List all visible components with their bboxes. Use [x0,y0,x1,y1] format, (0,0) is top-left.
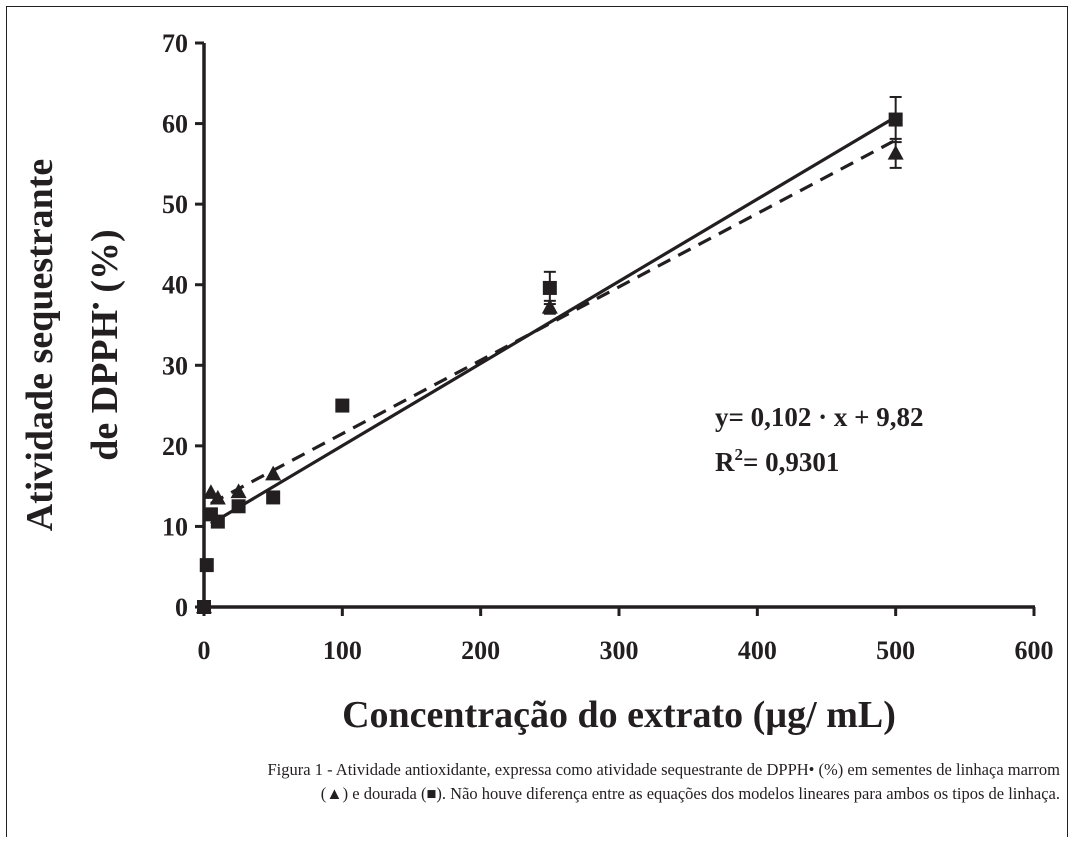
axes [195,41,1036,616]
data-point-triangle [541,298,558,314]
caption-line-2: (▲) e dourada (■). Não houve diferença e… [320,784,1060,803]
y-tick-label: 70 [162,29,188,58]
caption-line-1: Figura 1 - Atividade antioxidante, expre… [267,760,1061,779]
x-tick-label: 0 [198,636,211,665]
y-axis-label-superscript: • [83,302,108,310]
figure-caption: Figura 1 - Atividade antioxidante, expre… [30,758,1061,806]
data-point-triangle [887,144,904,160]
y-tick-label: 10 [162,512,188,541]
data-point-square [210,514,225,529]
y-tick-label: 60 [162,110,188,139]
x-tick-label: 300 [600,636,639,665]
y-axis-label-line1: Atividade sequestrante [19,159,61,532]
data-point-square [335,398,350,413]
y-tick-label: 20 [162,432,188,461]
y-axis-label-line2: de DPPH• (%) [83,229,126,460]
r-squared: R2= 0,9301 [715,445,839,477]
fit-line-solid [210,115,897,526]
tick-labels: 0 10 20 30 40 50 60 70 0 100 200 300 400 500 600 [162,29,1054,665]
r-squared-exponent: 2 [735,445,744,464]
fit-line-dashed [210,138,897,505]
data-points [196,95,904,614]
x-tick-label: 500 [876,636,915,665]
data-point-square [888,112,903,127]
data-point-triangle [209,489,226,505]
regression-equation: y= 0,102 · x + 9,82 [715,402,924,432]
data-point-square [199,558,214,573]
data-point-triangle [265,465,282,481]
data-point-square [197,600,211,614]
r-squared-symbol: R [715,447,735,477]
r-squared-value: = 0,9301 [743,447,839,477]
x-tick-label: 400 [738,636,777,665]
x-tick-label: 600 [1015,636,1054,665]
x-axis-label: Concentração do extrato (µg/ mL) [342,694,896,736]
x-tick-label: 100 [323,636,362,665]
y-axis-label-dpph: de DPPH [84,310,126,461]
figure-frame [6,6,1068,837]
fit-lines [210,115,897,526]
y-tick-label: 50 [162,190,188,219]
data-point-square [542,280,557,295]
data-point-square [266,490,281,505]
data-point-square [231,499,246,514]
y-tick-label: 30 [162,351,188,380]
data-point-triangle [230,483,247,499]
y-tick-label: 40 [162,271,188,300]
y-tick-label: 0 [175,593,188,622]
x-tick-label: 200 [461,636,500,665]
y-axis-label-unit: (%) [84,229,126,302]
